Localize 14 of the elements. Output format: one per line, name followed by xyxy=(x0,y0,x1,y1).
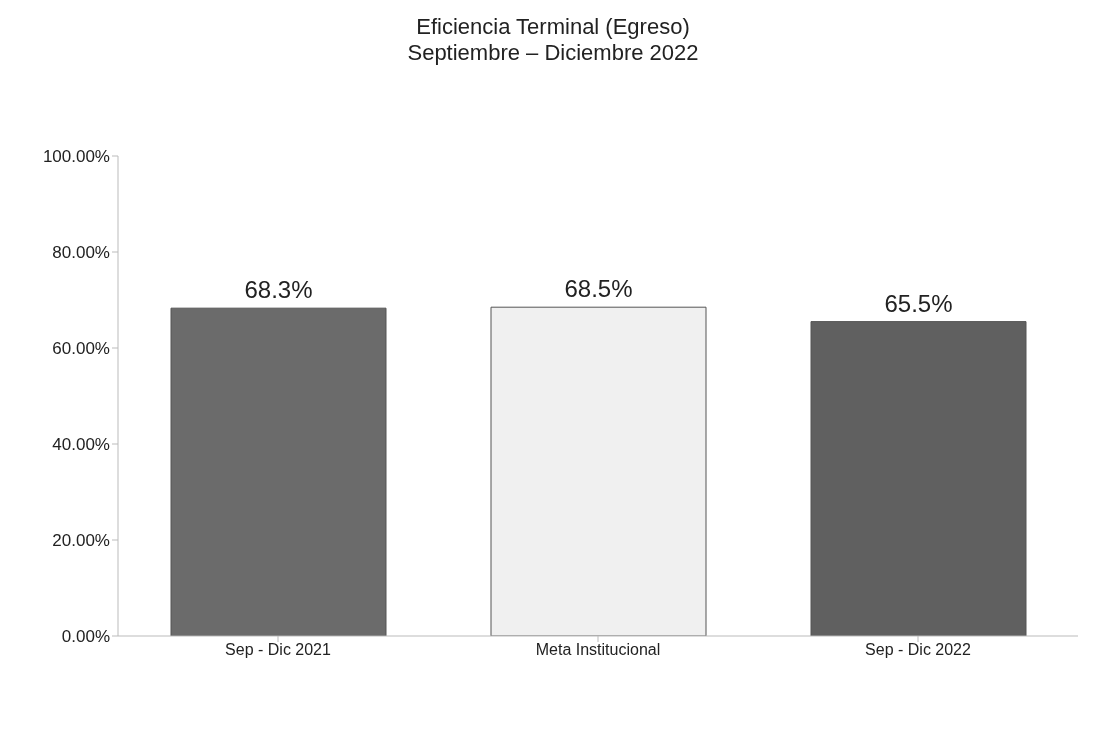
y-tick-label: 40.00% xyxy=(52,435,110,455)
y-tick-label: 0.00% xyxy=(61,627,110,647)
data-label: 68.5% xyxy=(564,275,633,303)
chart-subtitle: Septiembre – Diciembre 2022 xyxy=(406,40,700,66)
chart-title: Eficiencia Terminal (Egreso) xyxy=(415,14,691,40)
y-tick-label: 60.00% xyxy=(52,339,110,359)
data-label: 65.5% xyxy=(884,289,953,317)
x-tick-label: Sep - Dic 2022 xyxy=(865,641,972,659)
data-label: 68.3% xyxy=(244,276,313,304)
y-tick-label: 20.00% xyxy=(52,531,110,551)
y-tick-label: 80.00% xyxy=(52,243,110,263)
x-tick-label: Meta Institucional xyxy=(535,641,661,659)
y-tick-label: 100.00% xyxy=(42,147,110,167)
x-tick-label: Sep - Dic 2021 xyxy=(225,641,332,659)
